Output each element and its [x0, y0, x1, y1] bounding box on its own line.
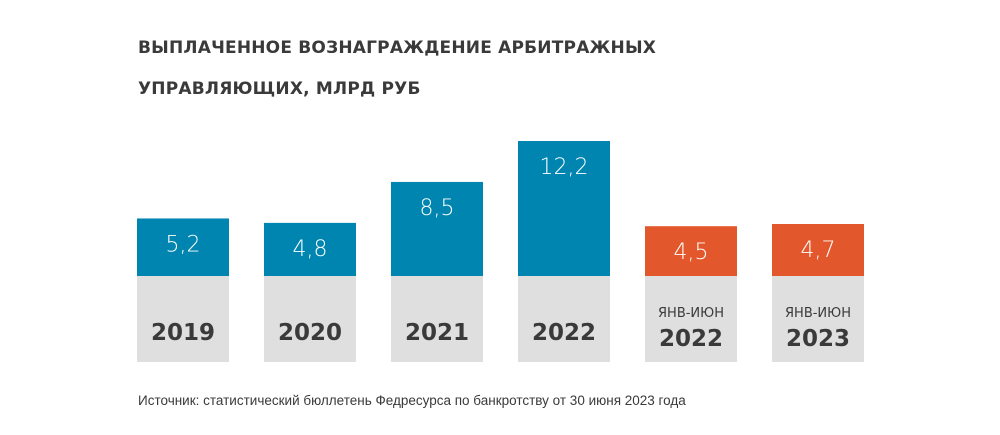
category-box	[518, 276, 610, 362]
category-year-label: 2022	[532, 320, 596, 346]
category-box	[137, 276, 229, 362]
data-label: 8,5	[420, 196, 455, 221]
category-box	[772, 276, 864, 362]
bar	[137, 218, 229, 276]
category-year-label: 2021	[405, 320, 469, 346]
chart-title-line-1: ВЫПЛАЧЕННОЕ ВОЗНАГРАЖДЕНИЕ АРБИТРАЖНЫХ	[138, 38, 657, 58]
data-label: 4,8	[293, 237, 328, 262]
category-period-label: ЯНВ-ИЮН	[658, 306, 724, 321]
bar	[264, 222, 356, 276]
data-label: 4,7	[801, 238, 836, 263]
category-period-label: ЯНВ-ИЮН	[785, 306, 851, 321]
category-box	[645, 276, 737, 362]
bar	[391, 181, 483, 276]
category-year-label: 2019	[151, 320, 215, 346]
data-label: 4,5	[674, 240, 709, 265]
category-year-label: 2023	[786, 326, 850, 352]
category-year-label: 2022	[659, 326, 723, 352]
data-label: 12,2	[540, 155, 589, 180]
bar	[518, 141, 610, 276]
bar	[772, 223, 864, 276]
chart-title-line-2: УПРАВЛЯЮЩИХ, МЛРД РУБ	[138, 79, 421, 99]
category-box	[391, 276, 483, 362]
category-box	[264, 276, 356, 362]
category-year-label: 2020	[278, 320, 342, 346]
data-label: 5,2	[166, 232, 201, 257]
bar	[645, 226, 737, 276]
source-note: Источник: статистический бюллетень Федре…	[138, 393, 686, 408]
